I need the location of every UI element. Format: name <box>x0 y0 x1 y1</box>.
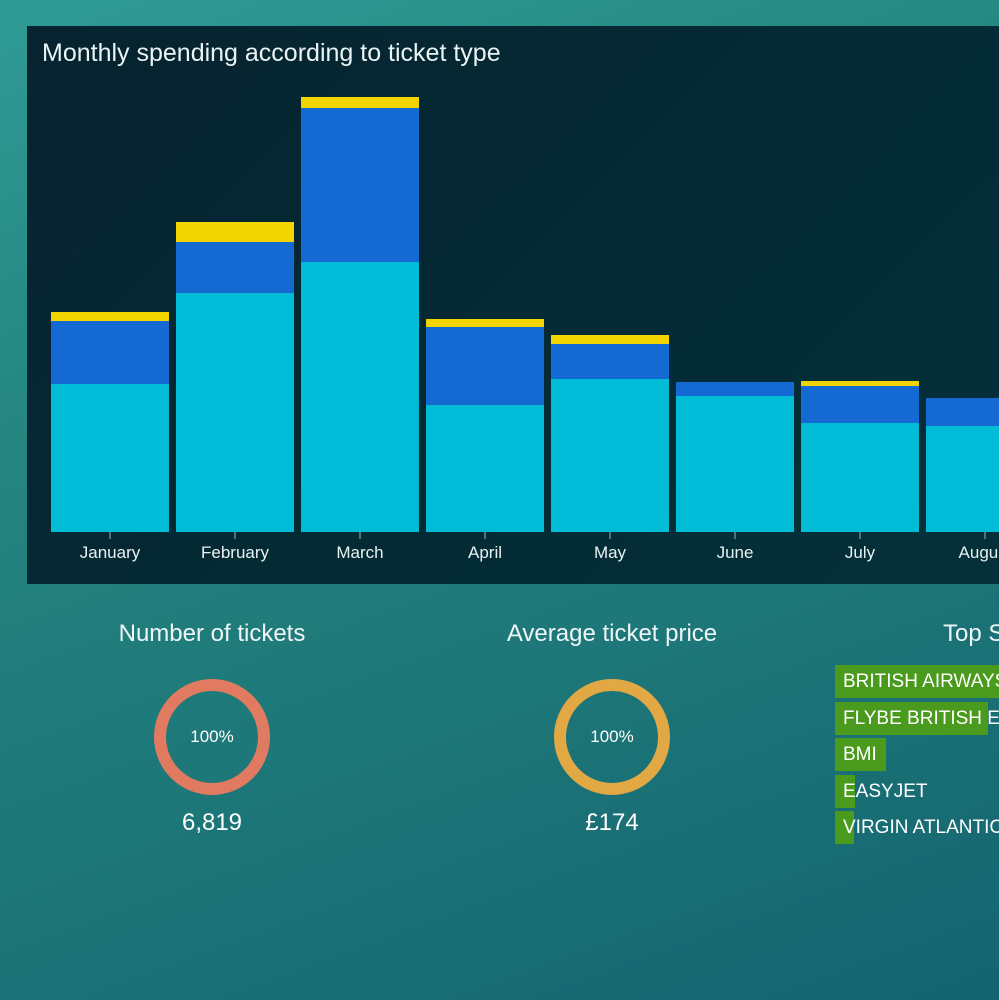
bar-segment-may-1 <box>551 344 669 379</box>
bar-segment-february-1 <box>176 242 294 293</box>
x-tick-label-january: January <box>80 543 141 562</box>
bar-segment-june-0 <box>676 396 794 532</box>
supplier-label: EASYJET <box>843 780 928 802</box>
supplier-label: FLYBE BRITISH EUROPEAN <box>843 707 999 729</box>
stacked-bar-chart: January February March April May June July Augu… <box>51 97 999 562</box>
supplier-label: VIRGIN ATLANTIC <box>843 817 999 838</box>
bar-segment-march-1 <box>301 108 419 262</box>
supplier-label: BRITISH AIRWAYS <box>843 671 999 692</box>
ring-icon <box>154 679 270 795</box>
bar-segment-april-2 <box>426 319 544 327</box>
suppliers-title: Top Suppliers <box>943 620 999 647</box>
bar-segment-april-0 <box>426 405 544 532</box>
progress-ring: 100% <box>553 678 671 796</box>
stat-title: Number of tickets <box>118 620 306 647</box>
bar-segment-january-0 <box>51 384 169 532</box>
x-tick-label-may: May <box>594 543 627 562</box>
supplier-label: BMI <box>843 744 877 765</box>
bar-segment-april-1 <box>426 327 544 405</box>
bar-segment-january-2 <box>51 312 169 321</box>
progress-ring: 100% <box>153 678 271 796</box>
bar-segment-august-1 <box>926 398 999 426</box>
supplier-row[interactable]: BRITISH AIRWAYS <box>835 665 999 698</box>
x-tick-label-april: April <box>468 543 502 562</box>
supplier-row[interactable]: BMI <box>835 738 999 771</box>
x-tick-label-june: June <box>717 543 754 562</box>
spending-chart-panel: Monthly spending according to ticket typ… <box>27 26 999 584</box>
ring-arc <box>554 679 670 795</box>
x-tick-label-august: August <box>959 543 999 562</box>
supplier-bar <box>835 811 854 844</box>
supplier-row[interactable]: VIRGIN ATLANTIC <box>835 811 999 844</box>
bar-segment-january-1 <box>51 321 169 384</box>
ring-icon <box>554 679 670 795</box>
x-tick-label-july: July <box>845 543 876 562</box>
bar-segment-may-0 <box>551 379 669 532</box>
stat-average-ticket-price: Average ticket price 100% £174 <box>452 620 772 837</box>
supplier-bar <box>835 738 886 771</box>
supplier-row[interactable]: EASYJET <box>835 774 999 808</box>
bar-segment-february-0 <box>176 293 294 532</box>
bar-segment-july-0 <box>801 423 919 532</box>
x-tick-label-february: February <box>201 543 270 562</box>
supplier-list: BRITISH AIRWAYS FLYBE BRITISH EUROPEAN B… <box>835 665 999 844</box>
ring-percent: 100% <box>190 727 234 746</box>
bar-segment-august-0 <box>926 426 999 532</box>
bar-segment-february-2 <box>176 222 294 242</box>
bar-segment-july-2 <box>801 381 919 386</box>
ring-arc <box>154 679 270 795</box>
ring-percent: 100% <box>590 727 634 746</box>
chart-title: Monthly spending according to ticket typ… <box>42 39 501 67</box>
bar-segment-may-2 <box>551 335 669 344</box>
stat-value: £174 <box>585 809 639 836</box>
top-suppliers-panel: Top Suppliers BRITISH AIRWAYS FLYBE BRIT… <box>835 620 999 848</box>
stat-value: 6,819 <box>181 809 243 836</box>
bar-segment-june-1 <box>676 382 794 396</box>
stat-number-of-tickets: Number of tickets 100% 6,819 <box>52 620 372 837</box>
supplier-bar <box>835 701 988 735</box>
x-tick-label-march: March <box>336 543 383 562</box>
bar-segment-march-0 <box>301 262 419 532</box>
stat-title: Average ticket price <box>506 620 718 647</box>
supplier-bar <box>835 665 999 698</box>
supplier-bar <box>835 774 855 808</box>
supplier-row[interactable]: FLYBE BRITISH EUROPEAN <box>835 701 999 735</box>
bar-segment-march-2 <box>301 97 419 108</box>
bar-segment-july-1 <box>801 386 919 423</box>
